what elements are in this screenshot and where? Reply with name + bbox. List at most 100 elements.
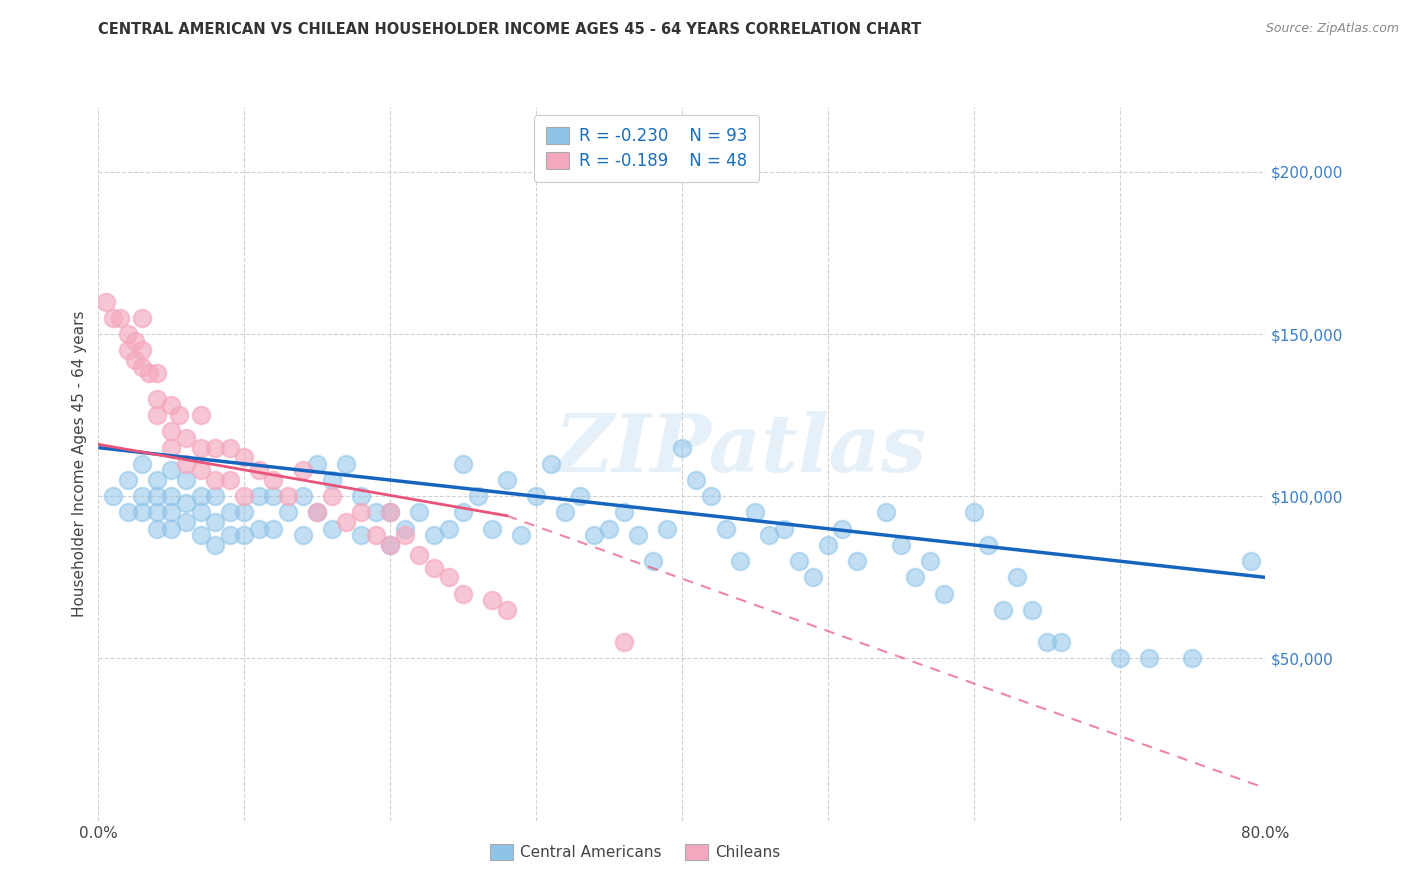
Point <box>174 496 197 510</box>
Point <box>204 515 226 529</box>
Point <box>247 522 270 536</box>
Point <box>167 408 190 422</box>
Point <box>117 327 139 342</box>
Point <box>160 441 183 455</box>
Point <box>904 570 927 584</box>
Point <box>262 522 284 536</box>
Point <box>524 489 547 503</box>
Point <box>101 310 124 325</box>
Point <box>190 506 212 520</box>
Text: ZIPatlas: ZIPatlas <box>554 411 927 488</box>
Point <box>160 463 183 477</box>
Point <box>262 473 284 487</box>
Point <box>160 489 183 503</box>
Point <box>277 506 299 520</box>
Point <box>1035 635 1057 649</box>
Point <box>247 489 270 503</box>
Point <box>190 441 212 455</box>
Point <box>1007 570 1029 584</box>
Point <box>291 528 314 542</box>
Point <box>218 506 240 520</box>
Point <box>190 463 212 477</box>
Point <box>728 554 751 568</box>
Point <box>467 489 489 503</box>
Point <box>1050 635 1073 649</box>
Point <box>408 506 430 520</box>
Point <box>307 506 329 520</box>
Point <box>378 538 402 552</box>
Point <box>568 489 591 503</box>
Point <box>671 441 693 455</box>
Point <box>117 506 139 520</box>
Point <box>277 489 299 503</box>
Point <box>1021 603 1043 617</box>
Point <box>554 506 576 520</box>
Point <box>378 538 402 552</box>
Point <box>146 392 169 406</box>
Point <box>190 489 212 503</box>
Point <box>247 463 270 477</box>
Point <box>291 489 314 503</box>
Point <box>160 522 183 536</box>
Point <box>218 441 240 455</box>
Point <box>146 489 169 503</box>
Point <box>481 593 503 607</box>
Point <box>204 473 226 487</box>
Point <box>890 538 912 552</box>
Point <box>146 408 169 422</box>
Point <box>744 506 766 520</box>
Point <box>612 506 634 520</box>
Point <box>233 506 256 520</box>
Point <box>233 528 256 542</box>
Point <box>962 506 984 520</box>
Point <box>540 457 562 471</box>
Point <box>321 473 343 487</box>
Point <box>495 603 517 617</box>
Point <box>657 522 679 536</box>
Point <box>817 538 839 552</box>
Point <box>378 506 402 520</box>
Point <box>714 522 737 536</box>
Point <box>845 554 868 568</box>
Point <box>124 353 146 368</box>
Text: Source: ZipAtlas.com: Source: ZipAtlas.com <box>1265 22 1399 36</box>
Point <box>977 538 1000 552</box>
Point <box>131 489 153 503</box>
Point <box>481 522 503 536</box>
Point <box>598 522 620 536</box>
Point <box>335 457 357 471</box>
Point <box>510 528 533 542</box>
Point <box>291 463 314 477</box>
Point <box>110 310 132 325</box>
Point <box>174 431 197 445</box>
Point <box>934 586 956 600</box>
Point <box>918 554 941 568</box>
Point <box>190 408 212 422</box>
Point <box>451 457 474 471</box>
Point <box>146 473 169 487</box>
Point <box>307 457 329 471</box>
Point <box>174 515 197 529</box>
Point <box>131 343 153 358</box>
Point <box>641 554 664 568</box>
Point <box>495 473 517 487</box>
Point <box>801 570 824 584</box>
Point <box>451 506 474 520</box>
Point <box>451 586 474 600</box>
Point <box>117 473 139 487</box>
Point <box>350 489 373 503</box>
Point <box>1240 554 1263 568</box>
Point <box>124 334 146 348</box>
Point <box>583 528 606 542</box>
Point <box>131 506 153 520</box>
Point <box>1108 651 1130 665</box>
Point <box>204 441 226 455</box>
Point <box>146 366 169 380</box>
Point <box>350 506 373 520</box>
Point <box>875 506 897 520</box>
Point <box>321 489 343 503</box>
Point <box>101 489 124 503</box>
Point <box>160 399 183 413</box>
Text: CENTRAL AMERICAN VS CHILEAN HOUSEHOLDER INCOME AGES 45 - 64 YEARS CORRELATION CH: CENTRAL AMERICAN VS CHILEAN HOUSEHOLDER … <box>98 22 922 37</box>
Point <box>262 489 284 503</box>
